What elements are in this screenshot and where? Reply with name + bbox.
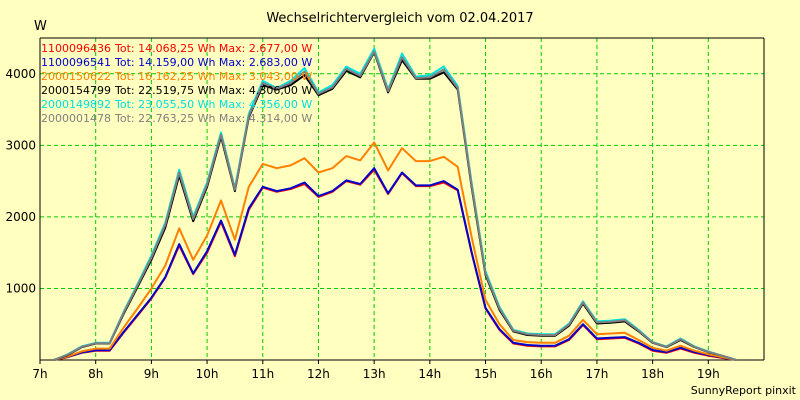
tick-labels: 1000 2000 3000 4000 7h 8h 9h 10h 11h 12h 13h 14h 15h… <box>5 67 719 381</box>
x-tick-label: 7h <box>32 367 47 381</box>
legend-entry: 2000001478 Tot: 22.763,25 Wh Max: 4.314,0… <box>41 112 312 125</box>
legend-entry: 2000149892 Tot: 23.055,50 Wh Max: 4.356,0… <box>41 98 312 111</box>
y-tick-label: 3000 <box>5 138 36 152</box>
legend-series-name: 2000149892 <box>41 98 111 111</box>
legend-series-stats: Tot: 22.763,25 Wh Max: 4.314,00 W <box>114 112 312 125</box>
x-tick-label: 10h <box>196 367 219 381</box>
y-axis-unit-label: W <box>34 19 47 34</box>
y-tick-label: 4000 <box>5 67 36 81</box>
x-tick-label: 9h <box>144 367 159 381</box>
x-tick-label: 15h <box>474 367 497 381</box>
legend-series-name: 2000150622 <box>41 70 111 83</box>
legend-entry: 1100096436 Tot: 14.068,25 Wh Max: 2.677,0… <box>41 42 312 55</box>
legend-series-name: 2000001478 <box>41 112 111 125</box>
legend: 1100096436 Tot: 14.068,25 Wh Max: 2.677,0… <box>41 42 312 125</box>
legend-series-stats: Tot: 23.055,50 Wh Max: 4.356,00 W <box>114 98 312 111</box>
x-tick-label: 8h <box>88 367 103 381</box>
x-tick-label: 14h <box>418 367 441 381</box>
series-line-2000001478 <box>53 50 737 361</box>
x-tick-label: 13h <box>363 367 386 381</box>
legend-series-name: 1100096541 <box>41 56 111 69</box>
legend-series-name: 1100096436 <box>41 42 111 55</box>
series-lines <box>53 47 737 361</box>
chart-title: Wechselrichtervergleich vom 02.04.2017 <box>266 11 533 26</box>
grid <box>39 38 764 364</box>
legend-series-stats: Tot: 22.519,75 Wh Max: 4.306,00 W <box>114 84 312 97</box>
series-line-1100096541 <box>53 167 737 361</box>
legend-series-stats: Tot: 14.068,25 Wh Max: 2.677,00 W <box>114 42 312 55</box>
series-line-2000150622 <box>53 141 737 361</box>
legend-entry: 2000154799 Tot: 22.519,75 Wh Max: 4.306,0… <box>41 84 312 97</box>
legend-series-stats: Tot: 16.162,25 Wh Max: 3.043,00 W <box>114 70 312 83</box>
x-tick-label: 16h <box>530 367 553 381</box>
legend-series-name: 2000154799 <box>41 84 111 97</box>
x-tick-label: 12h <box>307 367 330 381</box>
legend-series-stats: Tot: 14.159,00 Wh Max: 2.683,00 W <box>114 56 312 69</box>
x-tick-label: 11h <box>251 367 274 381</box>
x-tick-label: 19h <box>697 367 720 381</box>
footer-credit: SunnyReport pinxit <box>691 384 797 397</box>
legend-entry: 1100096541 Tot: 14.159,00 Wh Max: 2.683,0… <box>41 56 312 69</box>
x-tick-label: 17h <box>585 367 608 381</box>
x-tick-label: 18h <box>641 367 664 381</box>
y-tick-label: 2000 <box>5 210 36 224</box>
axes <box>39 37 765 361</box>
y-tick-label: 1000 <box>5 281 36 295</box>
legend-entry: 2000150622 Tot: 16.162,25 Wh Max: 3.043,0… <box>41 70 312 83</box>
